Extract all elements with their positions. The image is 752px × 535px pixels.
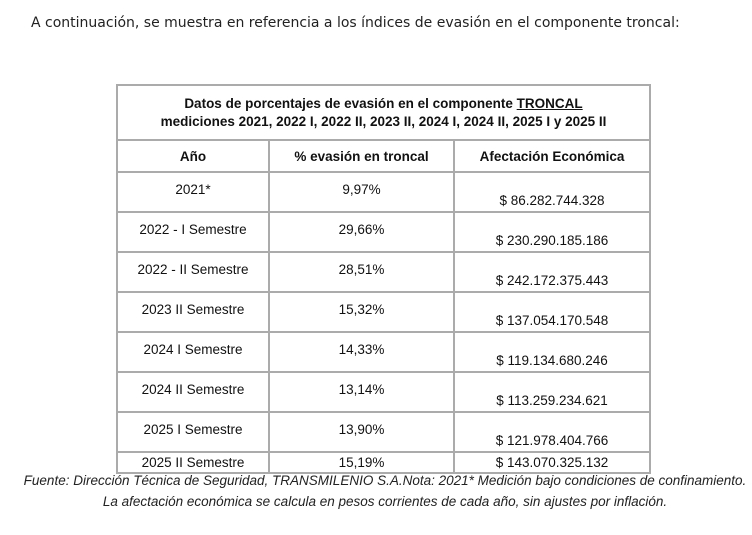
cell-evasion: 9,97% (268, 171, 455, 213)
cell-evasion: 15,32% (268, 291, 455, 333)
table-row: 2023 II Semestre 15,32% $ 137.054.170.548 (116, 291, 651, 333)
cell-amount: $ 86.282.744.328 (453, 171, 651, 213)
table-title: Datos de porcentajes de evasión en el co… (116, 84, 651, 141)
table-row: 2025 II Semestre 15,19% $ 143.070.325.132 (116, 451, 651, 474)
header-economic: Afectación Económica (453, 139, 651, 173)
title-line2: mediciones 2021, 2022 I, 2022 II, 2023 I… (160, 113, 607, 129)
cell-year: 2025 II Semestre (116, 451, 270, 474)
title-line1: Datos de porcentajes de evasión en el co… (184, 95, 517, 111)
intro-paragraph: A continuación, se muestra en referencia… (31, 15, 680, 31)
cell-evasion: 29,66% (268, 211, 455, 253)
cell-amount: $ 119.134.680.246 (453, 331, 651, 373)
cell-amount: $ 113.259.234.621 (453, 371, 651, 413)
table-row: 2022 - II Semestre 28,51% $ 242.172.375.44… (116, 251, 651, 293)
title-underlined: TRONCAL (516, 95, 583, 111)
table-row: 2024 II Semestre 13,14% $ 113.259.234.621 (116, 371, 651, 413)
header-evasion: % evasión en troncal (268, 139, 455, 173)
cell-evasion: 15,19% (268, 451, 455, 474)
table-row: 2024 I Semestre 14,33% $ 119.134.680.246 (116, 331, 651, 373)
cell-year: 2022 - II Semestre (116, 251, 270, 293)
cell-amount: $ 242.172.375.443 (453, 251, 651, 293)
source-note: Fuente: Dirección Técnica de Seguridad, … (23, 473, 747, 509)
cell-evasion: 13,14% (268, 371, 455, 413)
cell-year: 2022 - I Semestre (116, 211, 270, 253)
cell-evasion: 28,51% (268, 251, 455, 293)
cell-year: 2024 I Semestre (116, 331, 270, 373)
cell-amount: $ 143.070.325.132 (453, 451, 651, 474)
cell-year: 2023 II Semestre (116, 291, 270, 333)
cell-year: 2025 I Semestre (116, 411, 270, 453)
cell-amount: $ 230.290.185.186 (453, 211, 651, 253)
table-row: 2025 I Semestre 13,90% $ 121.978.404.766 (116, 411, 651, 453)
cell-amount: $ 121.978.404.766 (453, 411, 651, 453)
cell-year: 2021* (116, 171, 270, 213)
table-row: 2022 - I Semestre 29,66% $ 230.290.185.186 (116, 211, 651, 253)
cell-evasion: 13,90% (268, 411, 455, 453)
cell-year: 2024 II Semestre (116, 371, 270, 413)
table-row: 2021* 9,97% $ 86.282.744.328 (116, 171, 651, 213)
cell-amount: $ 137.054.170.548 (453, 291, 651, 333)
header-year: Año (116, 139, 270, 173)
evasion-table: Datos de porcentajes de evasión en el co… (116, 84, 651, 474)
cell-evasion: 14,33% (268, 331, 455, 373)
